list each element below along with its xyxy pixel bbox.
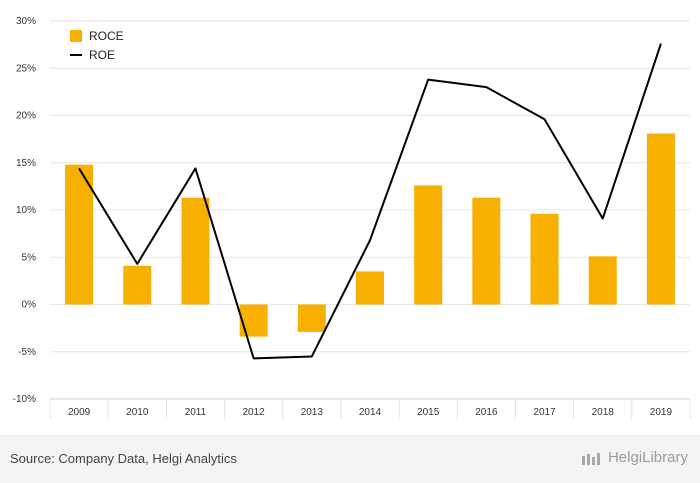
roe-line [78, 43, 662, 360]
roce-bar [472, 197, 501, 305]
y-axis-labels: -10% -5% 0% 5% 10% 15% 20% 25% 30% [13, 16, 36, 405]
library-icon [581, 452, 600, 465]
roce-bar [646, 133, 675, 305]
legend-label-roce: ROCE [89, 29, 124, 43]
brand-logo: HelgiLibrary [581, 449, 688, 466]
y-tick-label: 0% [22, 300, 37, 311]
roe-polyline [78, 43, 662, 360]
x-tick-label: 2014 [359, 407, 382, 418]
roce-bar [588, 256, 617, 305]
roce-bar [65, 164, 94, 305]
x-tick-label: 2012 [243, 407, 266, 418]
y-tick-label: 25% [16, 63, 36, 74]
y-tick-label: 10% [16, 205, 36, 216]
roce-bar [356, 271, 384, 305]
x-tick-label: 2018 [592, 407, 615, 418]
y-tick-label: 5% [22, 252, 37, 263]
legend: ROCE ROE [70, 29, 124, 62]
x-tick-label: 2011 [185, 407, 207, 418]
brand-name: HelgiLibrary [607, 449, 688, 466]
x-tick-label: 2010 [126, 407, 149, 418]
y-tick-label: 30% [16, 16, 36, 27]
roce-bar [181, 197, 210, 305]
chart: -10%-5%0%5%10%15%20%25%30% 2009 2010 2011 2… [13, 16, 691, 419]
x-tick-label: 2009 [68, 407, 91, 418]
x-axis: 2009 2010 2011 2012 2013 2014 2015 2016 2017 2018… [49, 398, 691, 419]
roce-bar [123, 265, 152, 305]
x-tick-label: 2019 [650, 407, 673, 418]
y-tick-label: -5% [18, 347, 36, 358]
roce-bar [297, 304, 326, 332]
y-tick-label: -10% [13, 394, 36, 405]
y-tick-label: 15% [16, 158, 36, 169]
source-text: Source: Company Data, Helgi Analytics [10, 451, 237, 466]
x-tick-label: 2016 [475, 407, 498, 418]
gridlines [50, 20, 690, 400]
roce-bar [414, 185, 443, 305]
footer: Source: Company Data, Helgi Analytics He… [0, 435, 700, 483]
legend-label-roe: ROE [89, 48, 115, 62]
legend-swatch-roce [70, 30, 82, 42]
x-tick-label: 2015 [417, 407, 440, 418]
roce-bars [65, 133, 675, 337]
x-tick-label: 2017 [533, 407, 556, 418]
y-tick-label: 20% [16, 111, 36, 122]
x-tick-label: 2013 [301, 407, 324, 418]
roce-bar [530, 213, 559, 305]
roce-bar [239, 304, 268, 337]
